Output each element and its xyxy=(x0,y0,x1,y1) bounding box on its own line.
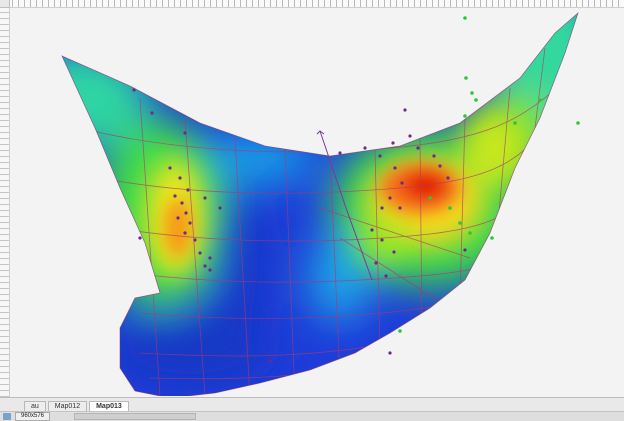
map-canvas[interactable] xyxy=(10,8,622,399)
map-tabs: au Map012 Map013 xyxy=(0,397,624,411)
surface-map[interactable] xyxy=(10,8,622,399)
green-points xyxy=(398,16,580,333)
tab-map013[interactable]: Map013 xyxy=(89,401,129,411)
surface-shading xyxy=(62,13,578,396)
ruler-corner xyxy=(0,0,10,8)
purple-points xyxy=(132,88,467,363)
tab-au[interactable]: au xyxy=(24,401,46,411)
tab-map012[interactable]: Map012 xyxy=(47,401,88,411)
horizontal-scrollbar[interactable] xyxy=(74,413,197,420)
surface-outline xyxy=(61,11,579,399)
left-ruler xyxy=(0,7,10,397)
top-ruler xyxy=(0,0,624,8)
well-trajectories xyxy=(316,130,373,281)
map-icon xyxy=(3,413,11,420)
